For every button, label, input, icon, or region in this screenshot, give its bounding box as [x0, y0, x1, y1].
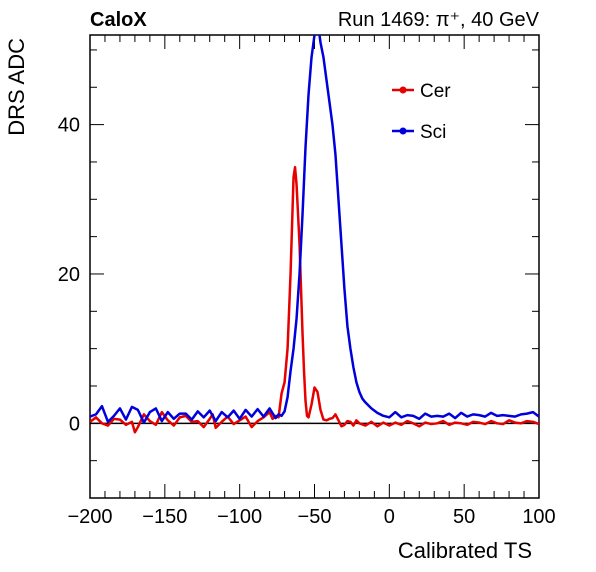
legend-label-cer: Cer [420, 81, 451, 102]
run-label: Run 1469: π⁺, 40 GeV [338, 9, 540, 31]
series-group [90, 35, 539, 434]
y-tick-label: 0 [69, 413, 80, 435]
x-tick-label: 50 [453, 506, 475, 528]
x-tick-label: 100 [522, 506, 555, 528]
legend-label-sci: Sci [420, 122, 446, 143]
y-tick-label: 40 [58, 115, 80, 137]
axis-ticks [89, 35, 540, 499]
series-line-sci [90, 35, 539, 424]
legend-item-cer: Cer [392, 81, 451, 102]
legend: Cer Sci [392, 81, 451, 143]
experiment-label: CaloX [90, 9, 147, 31]
legend-marker-sci [399, 127, 407, 135]
x-tick-label: −200 [67, 506, 112, 528]
y-axis-title: DRS ADC [4, 38, 29, 136]
legend-item-sci: Sci [392, 122, 446, 143]
x-axis-title: Calibrated TS [398, 538, 532, 563]
x-tick-label: 0 [384, 506, 395, 528]
legend-marker-cer [399, 86, 407, 94]
x-tick-label: −50 [298, 506, 332, 528]
series-line-cer [90, 165, 539, 434]
x-tick-label: −100 [217, 506, 262, 528]
plot-frame [89, 34, 540, 499]
axis-tick-labels: −200 −150 −100 −50 0 50 100 0 20 40 [58, 115, 556, 528]
x-tick-label: −150 [142, 506, 187, 528]
y-tick-label: 20 [58, 264, 80, 286]
